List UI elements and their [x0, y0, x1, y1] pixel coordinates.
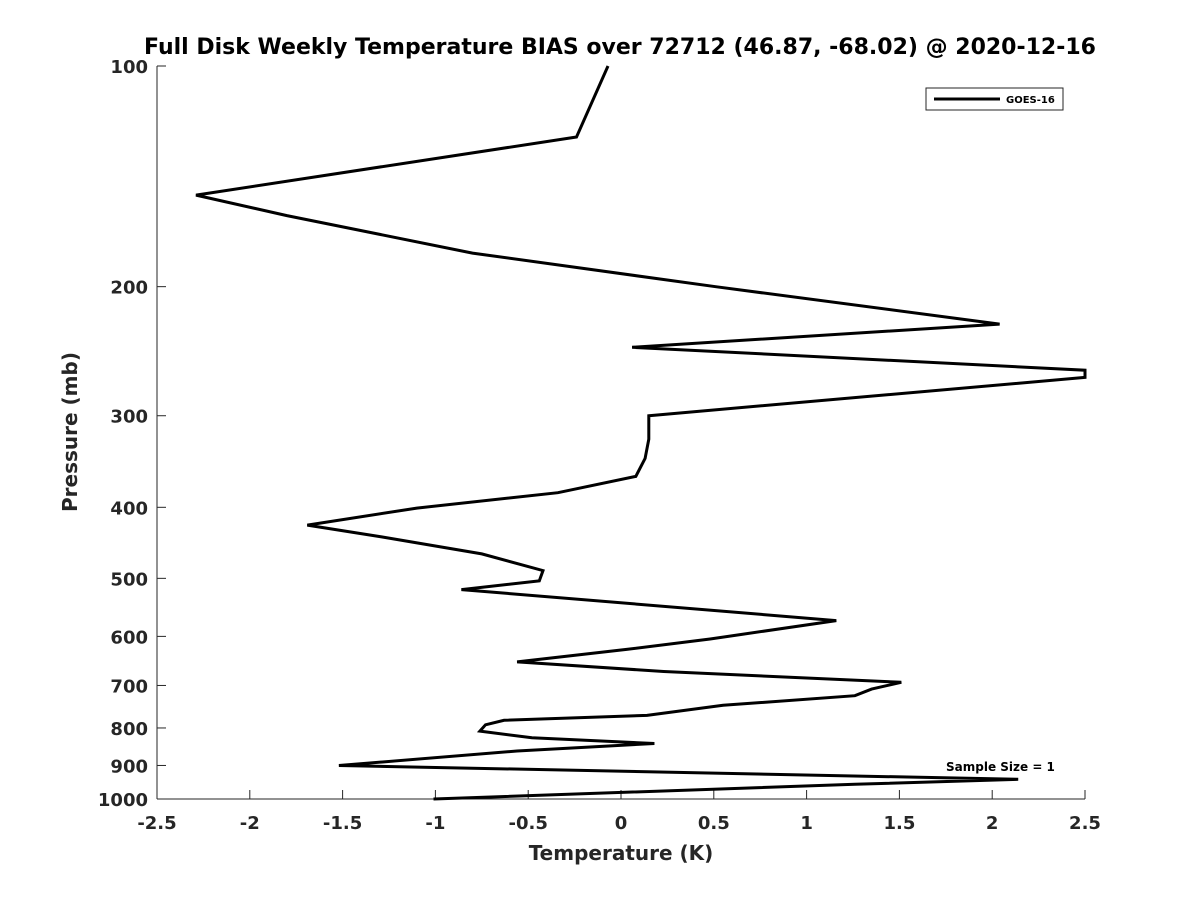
x-ticks: -2.5 -2 -1.5 -1 -0.5 0 0.5 1 1.5 2 2.5: [137, 790, 1101, 834]
sample-size-annotation: Sample Size = 1: [946, 760, 1055, 774]
x-axis-label: Temperature (K): [529, 841, 714, 865]
y-tick-label: 200: [110, 278, 148, 299]
x-tick-label: 0: [615, 813, 628, 834]
x-tick-label: 2.5: [1069, 813, 1101, 834]
legend-entry-goes16: GOES-16: [1006, 95, 1055, 106]
x-tick-label: -0.5: [509, 813, 548, 834]
y-tick-label: 1000: [98, 790, 148, 811]
x-tick-label: -2: [240, 813, 260, 834]
x-tick-label: -2.5: [137, 813, 176, 834]
y-tick-label: 700: [110, 676, 148, 697]
x-tick-label: -1.5: [323, 813, 362, 834]
y-tick-label: 500: [110, 569, 148, 590]
x-tick-label: 1.5: [883, 813, 915, 834]
y-tick-label: 800: [110, 719, 148, 740]
x-tick-label: -1: [425, 813, 445, 834]
y-axis-label: Pressure (mb): [58, 352, 82, 512]
series-line-goes16: [195, 65, 1087, 801]
y-tick-label: 600: [110, 627, 148, 648]
y-tick-label: 900: [110, 756, 148, 777]
y-tick-label: 300: [110, 407, 148, 428]
axes: [156, 66, 1085, 800]
x-tick-label: 2: [986, 813, 999, 834]
x-tick-label: 0.5: [698, 813, 730, 834]
y-tick-label: 400: [110, 498, 148, 519]
x-tick-label: 1: [800, 813, 813, 834]
chart-title: Full Disk Weekly Temperature BIAS over 7…: [144, 35, 1096, 60]
y-ticks: 100 200 300 400 500 600 700 800 900 1000: [98, 57, 166, 811]
legend[interactable]: GOES-16: [925, 87, 1064, 111]
y-tick-label: 100: [110, 57, 148, 78]
